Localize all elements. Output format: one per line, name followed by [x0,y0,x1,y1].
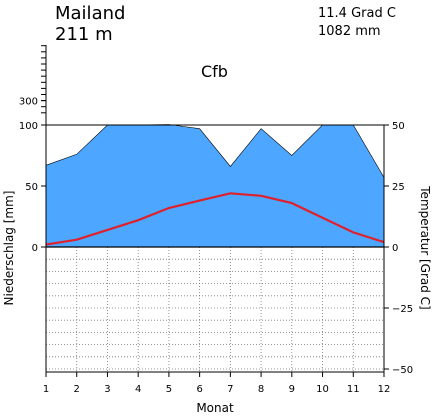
station-name: Mailand [55,3,125,24]
x-tick-label: 5 [166,384,172,395]
precipitation-area [46,125,384,247]
left-axis-title: Niederschlag [mm] [2,191,16,306]
right-axis-title: Temperatur [Grad C] [418,185,432,309]
annual-temperature: 11.4 Grad C [318,6,396,21]
right-tick-label: 50 [392,121,405,132]
axis-layer [41,45,389,377]
x-tick-label: 1 [43,384,49,395]
temperature-line [45,192,385,246]
x-tick-label: 7 [227,384,233,395]
climate-class-label: Cfb [201,62,228,81]
right-tick-label: −25 [392,304,413,315]
left-tick-label: 300 [19,97,38,108]
x-tick-label: 9 [289,384,295,395]
x-tick-label: 11 [347,384,360,395]
annual-precipitation: 1082 mm [318,24,381,39]
x-tick-label: 10 [316,384,329,395]
data-layer [45,124,385,247]
right-tick-label: −50 [392,365,413,376]
left-tick-label: 50 [25,182,38,193]
x-tick-label: 12 [378,384,391,395]
x-tick-label: 6 [196,384,202,395]
x-tick-label: 3 [104,384,110,395]
x-tick-label: 4 [135,384,141,395]
station-elevation: 211 m [55,24,113,45]
grid-layer [45,247,385,372]
right-tick-label: 0 [392,243,398,254]
x-tick-label: 8 [258,384,264,395]
left-tick-label: 100 [19,121,38,132]
x-tick-label: 2 [74,384,80,395]
x-axis-title: Monat [196,401,234,415]
right-tick-label: 25 [392,182,405,193]
left-tick-label: 0 [32,243,38,254]
